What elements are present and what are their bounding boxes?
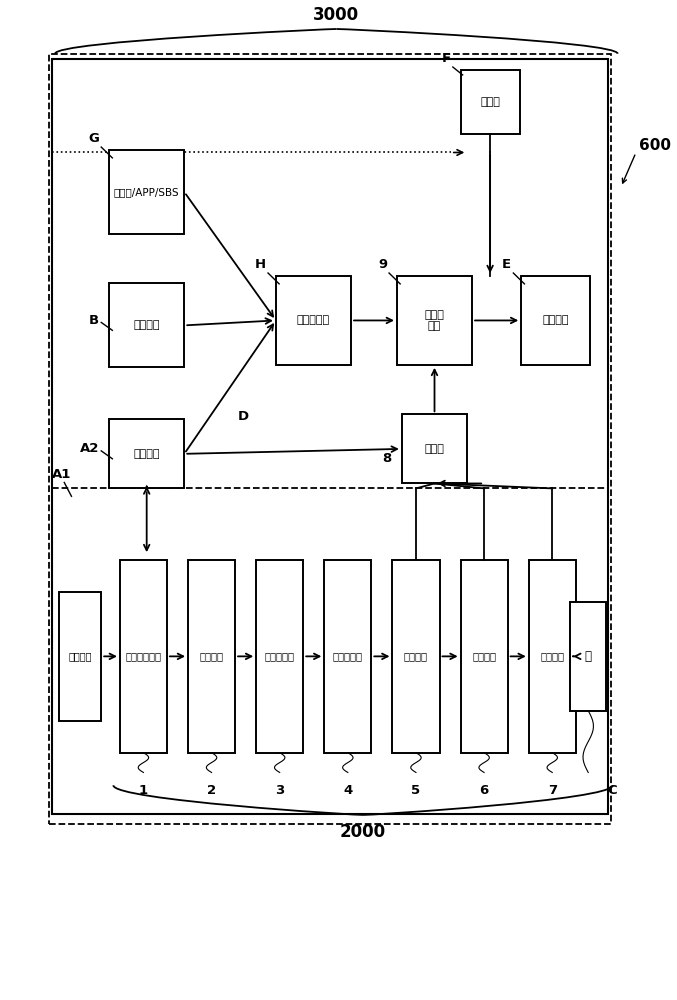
- Text: 蜡添加
阶段: 蜡添加 阶段: [424, 310, 444, 331]
- Bar: [52, 59, 608, 814]
- Text: A1: A1: [52, 468, 71, 481]
- Text: H: H: [255, 258, 266, 271]
- Text: 预加热阶段: 预加热阶段: [333, 651, 363, 661]
- Bar: [188, 560, 235, 753]
- Text: 蜡: 蜡: [585, 650, 592, 663]
- Bar: [397, 276, 472, 365]
- Bar: [570, 602, 606, 711]
- Text: 塑料原料: 塑料原料: [68, 651, 91, 661]
- Text: 净化阶段: 净化阶段: [540, 651, 564, 661]
- Text: 6: 6: [479, 784, 489, 797]
- Text: F: F: [441, 52, 451, 65]
- Text: 塑料原料: 塑料原料: [133, 449, 160, 459]
- Text: 1: 1: [139, 784, 148, 797]
- Bar: [120, 560, 167, 753]
- Text: 加热阶段: 加热阶段: [200, 651, 223, 661]
- Bar: [324, 560, 372, 753]
- Bar: [256, 560, 303, 753]
- Text: 蜡原料: 蜡原料: [480, 97, 500, 107]
- Bar: [460, 70, 519, 134]
- Bar: [276, 276, 351, 365]
- Bar: [109, 419, 184, 488]
- Text: C: C: [608, 784, 617, 797]
- Bar: [109, 150, 184, 234]
- Bar: [109, 283, 184, 367]
- Text: D: D: [238, 410, 248, 423]
- Text: 9: 9: [378, 258, 387, 271]
- Text: 填料原料: 填料原料: [133, 320, 160, 330]
- Text: A2: A2: [80, 442, 100, 455]
- Text: 2: 2: [207, 784, 216, 797]
- Text: 材料选取阶段: 材料选取阶段: [125, 651, 161, 661]
- Text: 5: 5: [412, 784, 420, 797]
- Bar: [59, 592, 102, 721]
- Text: 3000: 3000: [313, 6, 359, 24]
- Text: 管道泵: 管道泵: [424, 444, 444, 454]
- Text: 预蜡混合物: 预蜡混合物: [297, 315, 330, 325]
- Text: 冷却阶段: 冷却阶段: [472, 651, 496, 661]
- Text: G: G: [89, 132, 100, 145]
- Bar: [393, 560, 439, 753]
- Text: E: E: [502, 258, 511, 271]
- Bar: [521, 276, 590, 365]
- Text: 2000: 2000: [340, 823, 386, 841]
- Bar: [529, 560, 576, 753]
- Text: 3: 3: [275, 784, 284, 797]
- Text: 7: 7: [548, 784, 556, 797]
- Bar: [460, 560, 508, 753]
- Text: 成品沥青: 成品沥青: [542, 315, 569, 325]
- Text: 600: 600: [638, 138, 671, 153]
- Text: 8: 8: [383, 452, 392, 465]
- Text: 预过滤阶段: 预过滤阶段: [265, 651, 294, 661]
- Bar: [402, 414, 467, 483]
- Text: 聚合物/APP/SBS: 聚合物/APP/SBS: [114, 187, 179, 197]
- Text: B: B: [89, 314, 100, 327]
- Text: 解聚阶段: 解聚阶段: [404, 651, 428, 661]
- Text: 4: 4: [343, 784, 353, 797]
- Bar: [49, 54, 611, 824]
